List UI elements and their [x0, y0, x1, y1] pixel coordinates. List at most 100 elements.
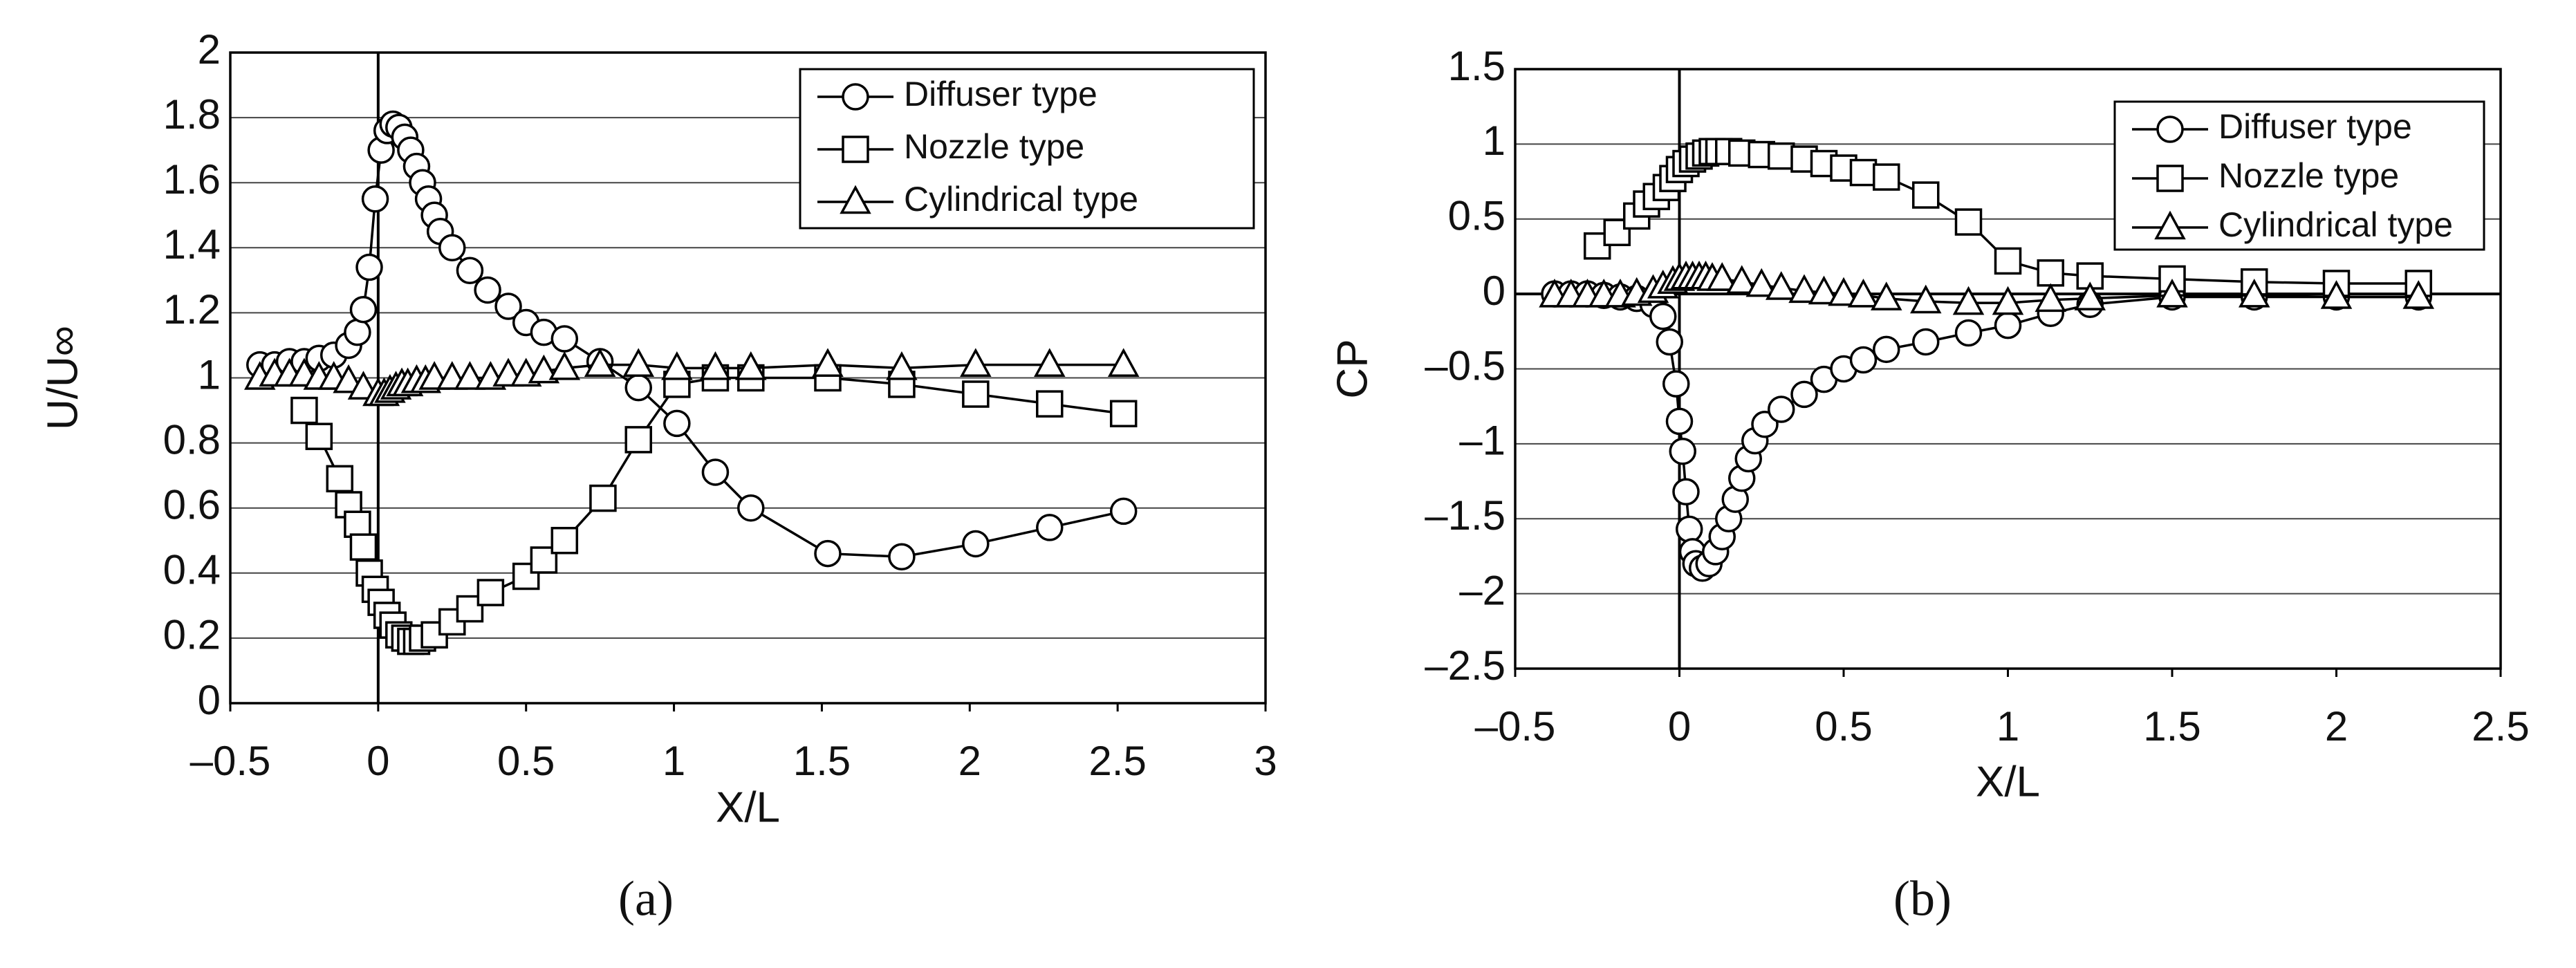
- data-point: [530, 546, 558, 574]
- y-tick-label: –2: [1459, 567, 1505, 613]
- data-point: [1036, 514, 1064, 541]
- data-point: [624, 373, 652, 402]
- data-point: [476, 579, 505, 606]
- data-point: [1745, 268, 1778, 297]
- data-point: [1847, 278, 1880, 308]
- data-point: [305, 422, 333, 450]
- legend-label: Diffuser type: [904, 75, 1097, 113]
- legend-label: Nozzle type: [2218, 156, 2399, 195]
- y-tick-label: 0: [1483, 268, 1505, 314]
- data-point: [454, 361, 486, 390]
- data-point: [326, 465, 354, 493]
- data-point: [1849, 158, 1878, 187]
- data-point: [2238, 278, 2270, 308]
- data-point: [1873, 163, 1900, 191]
- subfigure-caption: (b): [1893, 871, 1952, 927]
- y-tick-label: 0.8: [163, 416, 221, 463]
- data-point: [888, 543, 916, 571]
- y-tick-label: 1: [198, 351, 221, 398]
- y-tick-label: 0.4: [163, 547, 221, 593]
- legend-label: Cylindrical type: [904, 180, 1138, 218]
- data-point: [349, 295, 378, 324]
- data-point: [814, 539, 842, 568]
- y-axis-label: CP: [1328, 339, 1376, 398]
- data-point: [1656, 328, 1683, 356]
- data-point: [1672, 478, 1700, 505]
- x-tick-label: 1: [1996, 703, 2019, 750]
- y-tick-label: 1.5: [1448, 43, 1505, 89]
- x-axis-label: X/L: [1976, 758, 2040, 806]
- data-point: [661, 351, 693, 380]
- data-point: [1665, 407, 1694, 436]
- x-tick-label: 2: [958, 738, 981, 784]
- data-point: [548, 351, 581, 380]
- y-tick-label: –1.5: [1425, 492, 1505, 539]
- data-point: [494, 292, 522, 320]
- x-tick-label: 1.5: [793, 738, 851, 784]
- x-tick-label: 3: [1254, 738, 1277, 784]
- data-point: [663, 409, 691, 438]
- y-tick-label: –2.5: [1425, 642, 1505, 689]
- data-point: [1808, 275, 1840, 305]
- data-point: [1994, 247, 2022, 275]
- x-tick-label: 0: [367, 738, 389, 784]
- data-point: [1912, 328, 1940, 356]
- data-point: [1662, 370, 1690, 398]
- legend-label: Nozzle type: [904, 127, 1084, 166]
- data-point: [960, 348, 992, 377]
- y-tick-label: 0.5: [1448, 193, 1505, 239]
- data-point: [1952, 286, 1985, 315]
- plot-frame: [1514, 68, 2502, 670]
- subfigure-caption: (a): [618, 871, 674, 927]
- data-point: [699, 351, 732, 380]
- data-point: [1649, 302, 1677, 331]
- plot-frame: [229, 51, 1267, 705]
- x-tick-label: 2: [2325, 703, 2348, 750]
- data-point: [886, 351, 918, 380]
- data-point: [1954, 319, 1983, 347]
- legend-marker: [842, 136, 869, 163]
- x-tick-label: 2.5: [2472, 703, 2529, 750]
- y-tick-label: 1.2: [163, 286, 221, 333]
- legend-marker: [2156, 115, 2184, 143]
- data-point: [1788, 274, 1820, 304]
- x-tick-label: 1: [662, 738, 685, 784]
- data-point: [2156, 278, 2188, 308]
- y-tick-label: 0: [198, 677, 221, 723]
- data-point: [1036, 390, 1064, 418]
- series-line: [303, 376, 1124, 643]
- y-tick-label: 0.6: [163, 482, 221, 528]
- data-point: [1725, 265, 1758, 295]
- data-point: [528, 354, 560, 384]
- data-point: [349, 533, 378, 561]
- data-point: [1107, 348, 1140, 377]
- data-point: [1768, 395, 1795, 423]
- y-tick-label: 1.4: [163, 221, 221, 268]
- data-point: [1790, 380, 1818, 409]
- data-point: [1109, 400, 1138, 428]
- data-point: [2074, 281, 2106, 310]
- data-point: [474, 276, 501, 304]
- x-tick-label: –0.5: [1475, 703, 1556, 750]
- data-point: [622, 348, 654, 377]
- data-point: [1870, 281, 1902, 310]
- data-point: [1109, 497, 1138, 525]
- data-point: [344, 510, 371, 538]
- data-point: [456, 257, 484, 284]
- y-tick-label: –1: [1459, 418, 1505, 464]
- data-point: [1669, 437, 1696, 465]
- data-point: [2037, 259, 2064, 287]
- y-tick-label: –0.5: [1425, 342, 1505, 389]
- data-point: [438, 234, 466, 262]
- legend-marker: [2154, 210, 2186, 240]
- data-point: [1768, 142, 1795, 170]
- data-point: [2035, 283, 2067, 313]
- data-point: [361, 185, 389, 213]
- data-point: [962, 530, 990, 558]
- data-point: [1994, 311, 2022, 339]
- x-axis-label: X/L: [716, 783, 780, 831]
- data-point: [1706, 262, 1739, 291]
- data-point: [1034, 348, 1066, 377]
- y-tick-label: 0.2: [163, 612, 221, 658]
